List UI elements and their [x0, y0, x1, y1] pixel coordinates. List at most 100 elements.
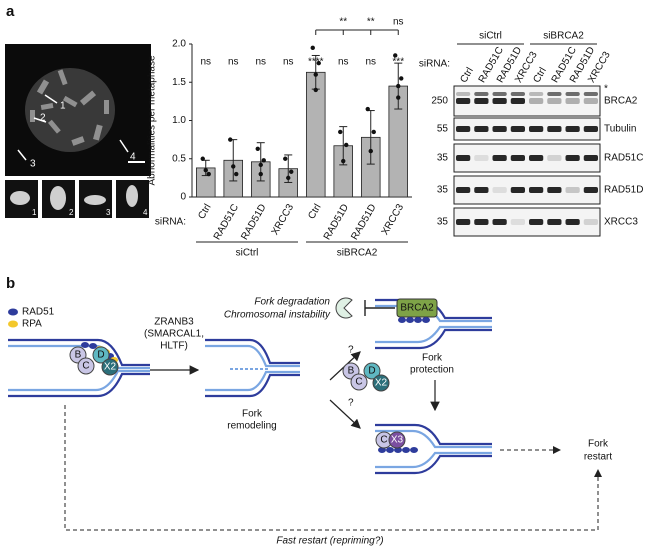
- band: [565, 98, 580, 104]
- data-point: [289, 169, 294, 174]
- band: [583, 155, 598, 161]
- band: [529, 92, 544, 96]
- panel-label: a: [6, 3, 15, 20]
- x-tick-label: RAD51D: [322, 202, 351, 242]
- protein-label: B: [75, 350, 82, 361]
- protein-label: X2: [375, 378, 388, 389]
- y-tick-label: 1.5: [172, 77, 186, 88]
- band: [510, 98, 525, 104]
- band: [510, 187, 525, 193]
- band: [547, 126, 562, 132]
- protein-label: X3: [391, 435, 404, 446]
- step-label: (SMARCAL1,: [144, 329, 204, 340]
- data-point: [396, 95, 401, 100]
- data-point: [234, 171, 239, 177]
- band: [474, 92, 489, 96]
- inset-label: 3: [106, 208, 111, 217]
- x-tick-label: Ctrl: [306, 202, 323, 221]
- band: [456, 98, 471, 104]
- data-point: [365, 106, 370, 112]
- y-tick-label: 1.0: [172, 115, 186, 126]
- size-marker: 55: [437, 124, 449, 135]
- protein-label: C: [82, 361, 89, 372]
- band: [565, 155, 580, 161]
- band: [510, 126, 525, 132]
- data-point: [200, 156, 205, 161]
- panel-label: b: [6, 275, 15, 292]
- arrow-label: 3: [30, 159, 36, 170]
- step-label: Fork: [422, 353, 443, 364]
- band: [474, 126, 489, 132]
- group-label: siBRCA2: [337, 248, 378, 259]
- lane-label: Ctrl: [458, 66, 475, 85]
- sirna-label: siRNA:: [419, 59, 450, 70]
- legend-label: RAD51: [22, 307, 55, 318]
- x-tick-label: XRCC3: [270, 202, 297, 237]
- band: [492, 187, 507, 193]
- significance: ns: [283, 57, 294, 68]
- significance: ns: [255, 57, 266, 68]
- group-label: siCtrl: [236, 248, 259, 259]
- data-point: [283, 156, 288, 161]
- blot-panel: [453, 175, 601, 205]
- inset-label: 4: [143, 208, 148, 217]
- x-tick-label: RAD51D: [349, 202, 378, 242]
- bracket-label: **: [339, 17, 347, 28]
- arrow-label: 2: [40, 113, 46, 124]
- step-label: Fork: [588, 439, 609, 450]
- data-point: [255, 146, 260, 152]
- bracket-label: **: [367, 17, 375, 28]
- data-point: [203, 168, 208, 173]
- band: [583, 219, 598, 225]
- data-point: [371, 129, 376, 135]
- bracket-label: ns: [393, 17, 404, 28]
- significance: ****: [308, 57, 324, 68]
- data-point: [344, 142, 349, 148]
- protein-label: BRCA2: [604, 96, 638, 107]
- band: [492, 219, 507, 225]
- protein-label: B: [348, 366, 355, 377]
- data-point: [258, 171, 263, 177]
- band: [547, 92, 562, 96]
- band: [583, 126, 598, 132]
- band: [565, 219, 580, 225]
- y-tick-label: 0: [180, 192, 186, 203]
- micrograph: 1 2 3 4 1 2 3 4: [5, 44, 151, 218]
- protein-label: D: [97, 350, 104, 361]
- significance: ns: [228, 57, 239, 68]
- band: [492, 98, 507, 104]
- data-point: [338, 129, 343, 135]
- data-point: [261, 158, 266, 163]
- step-label: restart: [584, 452, 613, 463]
- band: [583, 98, 598, 104]
- significance: ns: [338, 57, 349, 68]
- band: [565, 92, 580, 96]
- size-marker: 35: [437, 217, 449, 228]
- band: [456, 92, 471, 96]
- data-point: [310, 45, 315, 51]
- band: [529, 98, 544, 104]
- legend-label: RPA: [22, 319, 42, 330]
- band: [492, 126, 507, 132]
- band: [529, 187, 544, 193]
- data-point: [399, 76, 404, 81]
- x-tick-label: XRCC3: [380, 202, 407, 237]
- step-label: remodeling: [227, 421, 276, 432]
- group-label: siBRCA2: [543, 31, 584, 42]
- asterisk: *: [604, 84, 608, 95]
- data-point: [231, 164, 236, 169]
- step-label: protection: [410, 365, 454, 376]
- significance: ns: [365, 57, 376, 68]
- data-point: [368, 148, 373, 154]
- band: [547, 219, 562, 225]
- band: [547, 98, 562, 104]
- step-label: HLTF): [160, 341, 188, 352]
- band: [583, 92, 598, 96]
- question: ?: [348, 345, 354, 356]
- band: [547, 187, 562, 193]
- band: [474, 98, 489, 104]
- data-point: [258, 162, 263, 168]
